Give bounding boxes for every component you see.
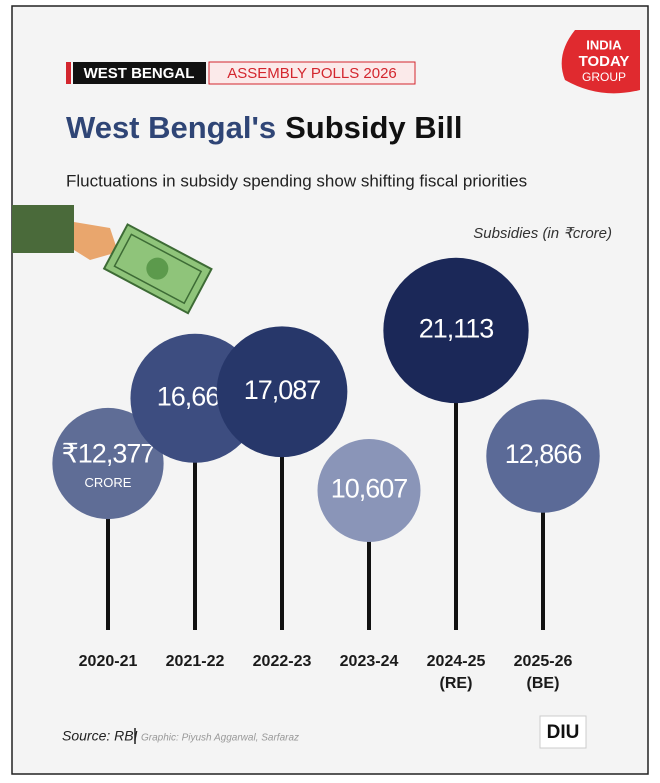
x-tick-label: 2021-22 [165,653,225,670]
x-tick-label: 2020-21 [78,653,138,670]
value-label: ₹12,377 [62,439,155,469]
tag-state: WEST BENGAL [84,65,195,82]
tag-box [73,62,206,84]
bill-seal [146,257,169,280]
logo-text: INDIA [586,37,622,52]
sleeve [12,205,74,253]
bubble [52,407,164,520]
value-label: 10,607 [331,474,408,504]
unit-label: Subsidies (in ₹crore) [473,225,612,242]
logo-text: GROUP [582,70,626,84]
value-label: 12,866 [505,439,582,469]
source: Source: RBI [62,728,138,744]
bubble [383,257,529,404]
title: West Bengal's Subsidy Bill [66,110,463,145]
footer-logo: DIU [547,722,580,743]
hand [74,222,118,260]
money [102,223,213,315]
logo-shape [561,30,640,94]
credit: Graphic: Piyush Aggarwal, Sarfaraz [141,733,299,744]
x-tick-label: 2023-24 [339,653,399,670]
logo-text: TODAY [579,53,630,70]
bubble [317,438,421,542]
bill-border [113,233,203,305]
bubble [486,399,600,513]
bubble [216,326,348,458]
title-main: Subsidy Bill [285,110,462,145]
tag-box-event [208,61,416,85]
subtitle: Fluctuations in subsidy spending show sh… [66,171,527,190]
tag-event: ASSEMBLY POLLS 2026 [227,65,397,82]
x-tick-label: 2022-23 [252,653,312,670]
x-tick-label: 2025-26 (BE) [513,653,573,692]
value-unit: CRORE [85,475,132,490]
footer-logo-box [539,715,587,749]
tag-bar [66,62,71,84]
title-lead: West Bengal's [66,110,276,145]
value-label: 17,087 [244,375,321,405]
x-tick-label: 2024-25 (RE) [426,653,486,692]
value-label: 21,113 [419,314,494,344]
